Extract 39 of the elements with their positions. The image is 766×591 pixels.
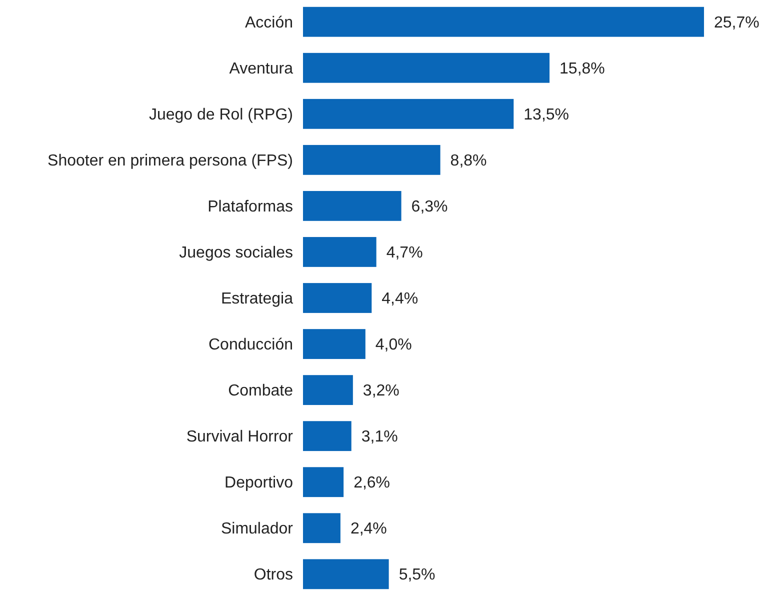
bar [303, 559, 389, 590]
data-label: 4,4% [382, 290, 418, 308]
y-tick-label: Aventura [229, 60, 294, 78]
data-label: 13,5% [524, 106, 570, 124]
data-label: 6,3% [411, 198, 448, 216]
y-tick-label: Simulador [220, 520, 294, 538]
data-label: 4,0% [375, 336, 412, 354]
y-tick-label: Juegos sociales [179, 244, 293, 262]
y-tick-label: Estrategia [220, 290, 294, 308]
data-label: 25,7% [714, 14, 760, 32]
y-tick-label: Acción [244, 14, 293, 32]
bar [303, 283, 372, 313]
y-tick-label: Conducción [208, 336, 293, 354]
bar [303, 237, 376, 267]
y-tick-label: Combate [228, 382, 294, 400]
data-label: 3,1% [361, 428, 398, 446]
data-label: 4,7% [386, 244, 423, 262]
y-tick-label: Otros [254, 566, 293, 584]
y-tick-label: Shooter en primera persona (FPS) [48, 152, 293, 170]
bar [303, 421, 352, 452]
bar [303, 6, 704, 37]
bar [303, 190, 402, 221]
y-tick-label: Juego de Rol (RPG) [148, 106, 293, 124]
y-tick-label: Plataformas [208, 198, 293, 216]
data-label: 5,5% [398, 566, 436, 584]
data-label: 2,4% [350, 520, 387, 538]
data-label: 8,8% [450, 152, 487, 170]
bar [303, 467, 344, 498]
bar [303, 98, 514, 129]
data-label: 15,8% [560, 60, 605, 78]
bar [303, 52, 550, 83]
bar [303, 144, 440, 175]
bar [303, 375, 353, 406]
data-label: 2,6% [354, 474, 390, 492]
bar [303, 329, 366, 359]
bar [303, 513, 340, 544]
y-tick-label: Survival Horror [186, 428, 294, 446]
y-tick-label: Deportivo [224, 474, 294, 492]
data-label: 3,2% [362, 382, 400, 400]
